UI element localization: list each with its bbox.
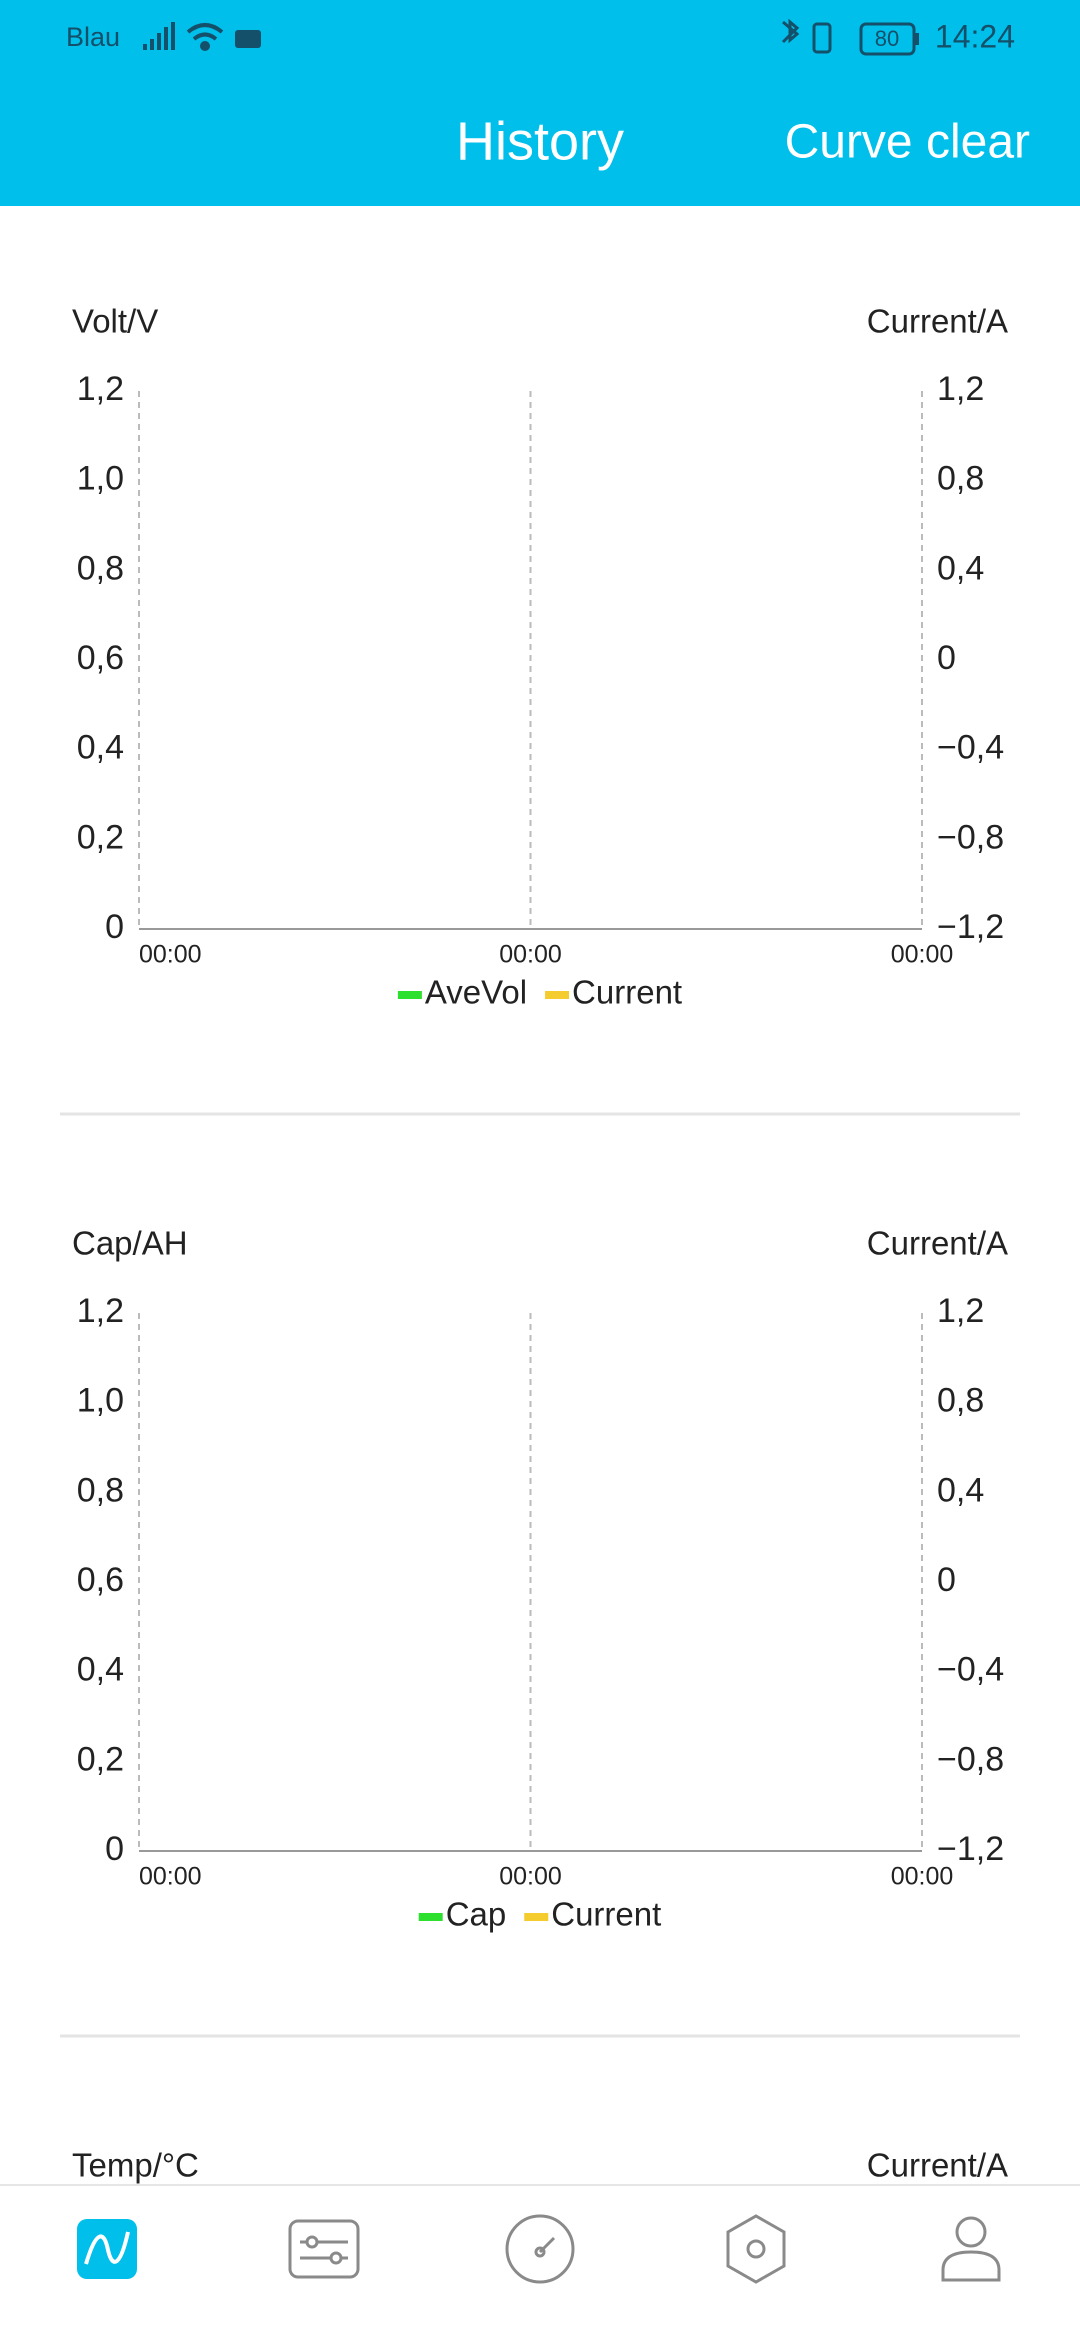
y-tick-label: 1,0 <box>77 1382 124 1420</box>
carrier: Blau <box>66 22 120 52</box>
curve-clear-button[interactable]: Curve clear <box>785 116 1030 169</box>
y-tick-label: 0 <box>105 1830 124 1868</box>
y-tick-label: 0,6 <box>77 1561 124 1599</box>
y-tick-label: 0,4 <box>77 1651 124 1689</box>
y2-tick-label: 0 <box>937 1561 956 1599</box>
parameter-icon[interactable] <box>726 2214 786 2284</box>
y2-tick-label: 0 <box>937 639 956 677</box>
y2-tick-label: −0,4 <box>937 1651 1004 1689</box>
nav-bg <box>0 2185 1080 2340</box>
legend-label: Current <box>572 974 682 1011</box>
y2-axis-title: Current/A <box>867 2147 1008 2184</box>
wifi-icon <box>186 23 224 51</box>
legend-label: Current <box>551 1896 661 1933</box>
x-tick-label: 00:00 <box>139 1863 202 1891</box>
y2-tick-label: 0,8 <box>937 460 984 498</box>
legend-label: AveVol <box>425 974 527 1011</box>
y-tick-label: 0,2 <box>77 1740 124 1778</box>
y-axis-title: Volt/V <box>72 303 158 340</box>
y-axis-title: Temp/°C <box>72 2147 199 2184</box>
x-tick-label: 00:00 <box>499 941 562 969</box>
page-title: History <box>456 111 624 171</box>
y-tick-label: 0,4 <box>77 729 124 767</box>
control-icon[interactable] <box>288 2219 360 2279</box>
y2-tick-label: 0,4 <box>937 549 984 587</box>
bluetooth-icon <box>781 18 800 44</box>
y-tick-label: 0,8 <box>77 1471 124 1509</box>
y-tick-label: 0,6 <box>77 639 124 677</box>
y2-tick-label: −1,2 <box>937 1830 1004 1868</box>
header-bg <box>0 0 1080 206</box>
y2-tick-label: −0,4 <box>937 729 1004 767</box>
battery-icon <box>859 22 916 56</box>
y-axis-title: Cap/AH <box>72 1225 188 1262</box>
y2-tick-label: 0,4 <box>937 1471 984 1509</box>
legend-swatch <box>524 1913 549 1921</box>
legend-swatch <box>397 991 422 999</box>
vibrate-icon <box>812 22 832 54</box>
y2-axis-title: Current/A <box>867 303 1008 340</box>
x-tick-label: 00:00 <box>139 941 202 969</box>
y2-axis-title: Current/A <box>867 1225 1008 1262</box>
signal-icon <box>143 22 175 50</box>
y-tick-label: 1,2 <box>77 1292 124 1330</box>
y-tick-label: 1,0 <box>77 460 124 498</box>
y2-tick-label: 1,2 <box>937 1292 984 1330</box>
battery-level: 80 <box>875 26 899 51</box>
y2-tick-label: 0,8 <box>937 1382 984 1420</box>
x-tick-label: 00:00 <box>499 1863 562 1891</box>
x-tick-label: 00:00 <box>891 941 954 969</box>
legend-swatch <box>545 991 570 999</box>
y-tick-label: 0,8 <box>77 549 124 587</box>
y2-tick-label: 1,2 <box>937 370 984 408</box>
y2-tick-label: −1,2 <box>937 908 1004 946</box>
history-icon[interactable] <box>77 2219 137 2279</box>
y2-tick-label: −0,8 <box>937 1740 1004 1778</box>
y-tick-label: 0,2 <box>77 818 124 856</box>
battery-tip <box>915 33 919 45</box>
x-tick-label: 00:00 <box>891 1863 954 1891</box>
y-tick-label: 1,2 <box>77 370 124 408</box>
rt-icon[interactable] <box>505 2214 575 2284</box>
bottom-nav <box>0 2184 1080 2340</box>
y-tick-label: 0 <box>105 908 124 946</box>
app-icon <box>235 30 261 48</box>
y2-tick-label: −0,8 <box>937 818 1004 856</box>
clock: 14:24 <box>935 18 1015 54</box>
legend-swatch <box>418 1913 443 1921</box>
mine-icon[interactable] <box>941 2216 1001 2282</box>
legend-label: Cap <box>446 1896 507 1933</box>
